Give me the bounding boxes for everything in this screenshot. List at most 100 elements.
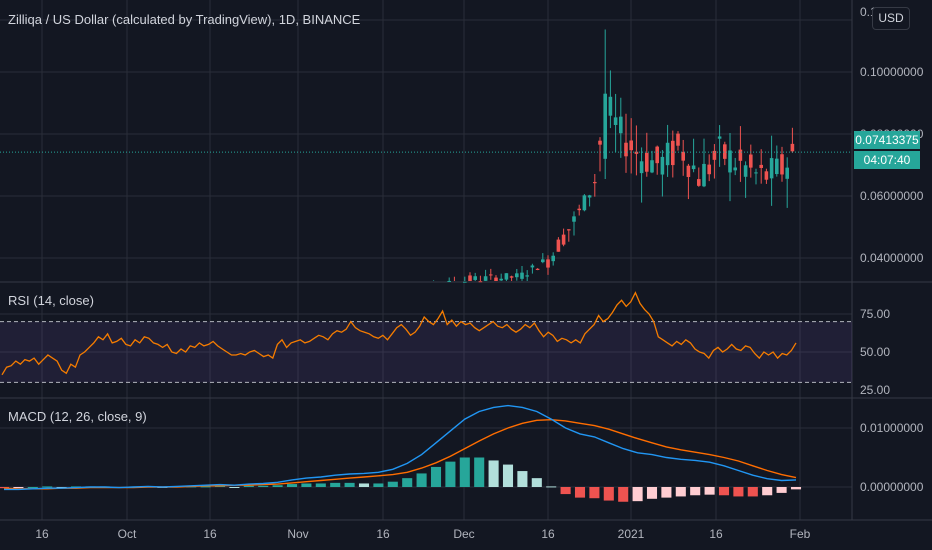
macd-histogram-bar [733, 487, 744, 497]
candle-down [738, 149, 743, 161]
macd-histogram-bar [646, 487, 658, 499]
candle-down [556, 239, 561, 252]
macd-histogram-bar [258, 485, 269, 487]
time-tick-label: Feb [790, 527, 811, 541]
candle-down [681, 151, 685, 161]
macd-tick-label: 0.00000000 [860, 480, 924, 494]
macd-histogram-bar [373, 483, 384, 487]
time-tick-label: Dec [453, 527, 474, 541]
macd-histogram-bar [517, 471, 528, 487]
candle-down [780, 154, 784, 175]
candle-down [535, 268, 540, 270]
rsi-tick-label: 25.00 [860, 383, 890, 397]
candle-up [463, 281, 467, 283]
candle-up [603, 93, 607, 159]
price-tick-label: 0.04000000 [860, 251, 924, 265]
candle-up [551, 255, 555, 262]
macd-histogram-bar [200, 486, 211, 488]
rsi-tick-label: 50.00 [860, 345, 890, 359]
time-tick-label: 16 [203, 527, 217, 541]
candle-up [525, 275, 529, 277]
candle-up [541, 259, 545, 263]
macd-histogram-bar [704, 487, 715, 495]
bar-countdown-tag: 04:07:40 [854, 151, 920, 169]
macd-histogram-bar [387, 481, 398, 487]
candle-up [754, 172, 758, 174]
macd-histogram-bar [459, 457, 470, 487]
candle-up [665, 142, 670, 166]
candle-down [712, 150, 717, 160]
candle-down [655, 146, 659, 164]
currency-button[interactable]: USD [872, 7, 910, 30]
macd-histogram-bar [286, 484, 298, 487]
time-tick-label: 16 [35, 527, 49, 541]
macd-histogram-bar [531, 478, 542, 487]
time-tick-label: 16 [709, 527, 723, 541]
time-tick-label: 16 [541, 527, 555, 541]
candle-up [520, 272, 524, 279]
macd-histogram-bar [430, 466, 442, 487]
macd-histogram-bar [618, 487, 629, 502]
rsi-tick-label: 75.00 [860, 307, 890, 321]
time-tick-label: Nov [287, 527, 308, 541]
candle-up [702, 163, 706, 187]
candle-down [686, 165, 691, 177]
macd-histogram-bar [488, 460, 499, 487]
macd-histogram-bar [272, 485, 283, 487]
price-tick-label: 0.06000000 [860, 189, 924, 203]
macd-histogram-bar [344, 482, 355, 487]
candle-up [691, 165, 696, 170]
candle-down [468, 275, 472, 281]
candle-down [759, 164, 763, 168]
macd-histogram-bar [502, 464, 514, 487]
macd-histogram-bar [474, 457, 485, 487]
candle-down [671, 140, 675, 166]
macd-histogram-bar [416, 473, 427, 487]
macd-tick-label: 0.01000000 [860, 421, 924, 435]
candle-up [769, 158, 774, 179]
macd-histogram-bar [661, 487, 672, 498]
time-tick-label: Oct [118, 527, 137, 541]
macd-histogram-bar [574, 487, 586, 498]
candle-up [530, 265, 535, 268]
candle-down [567, 229, 571, 231]
macd-histogram-bar [675, 487, 686, 497]
macd-legend: MACD (12, 26, close, 9) [8, 409, 147, 424]
candle-up [582, 195, 587, 211]
macd-histogram-bar [790, 487, 802, 490]
candle-down [790, 143, 795, 152]
macd-histogram-bar [690, 487, 701, 496]
rsi-legend: RSI (14, close) [8, 293, 94, 308]
candle-down [478, 281, 483, 283]
candle-up [608, 96, 613, 116]
candle-down [494, 277, 498, 281]
candle-down [749, 154, 753, 168]
candle-up [473, 276, 477, 280]
candle-down [598, 140, 602, 145]
candle-up [515, 273, 519, 278]
macd-signal-line [3, 418, 797, 490]
candle-down [634, 151, 639, 154]
candle-down [509, 276, 514, 278]
macd-histogram-bar [762, 487, 773, 496]
macd-histogram-bar [315, 483, 326, 487]
candle-down [577, 208, 581, 211]
candle-up [717, 136, 722, 139]
macd-histogram-bar [776, 487, 787, 493]
candle-up [728, 150, 732, 173]
candle-up [619, 116, 623, 134]
rsi-band-fill [0, 321, 852, 383]
macd-histogram-bar [589, 487, 600, 499]
candle-down [764, 171, 769, 180]
candle-up [775, 158, 779, 175]
candle-down [723, 144, 727, 159]
macd-histogram-bar [402, 478, 413, 487]
macd-line [4, 404, 797, 491]
candle-down [707, 164, 711, 175]
macd-histogram-bar [546, 486, 557, 488]
candle-up [639, 161, 644, 174]
macd-histogram-bar [603, 487, 614, 501]
candle-down [546, 259, 550, 268]
time-tick-label: 16 [376, 527, 390, 541]
